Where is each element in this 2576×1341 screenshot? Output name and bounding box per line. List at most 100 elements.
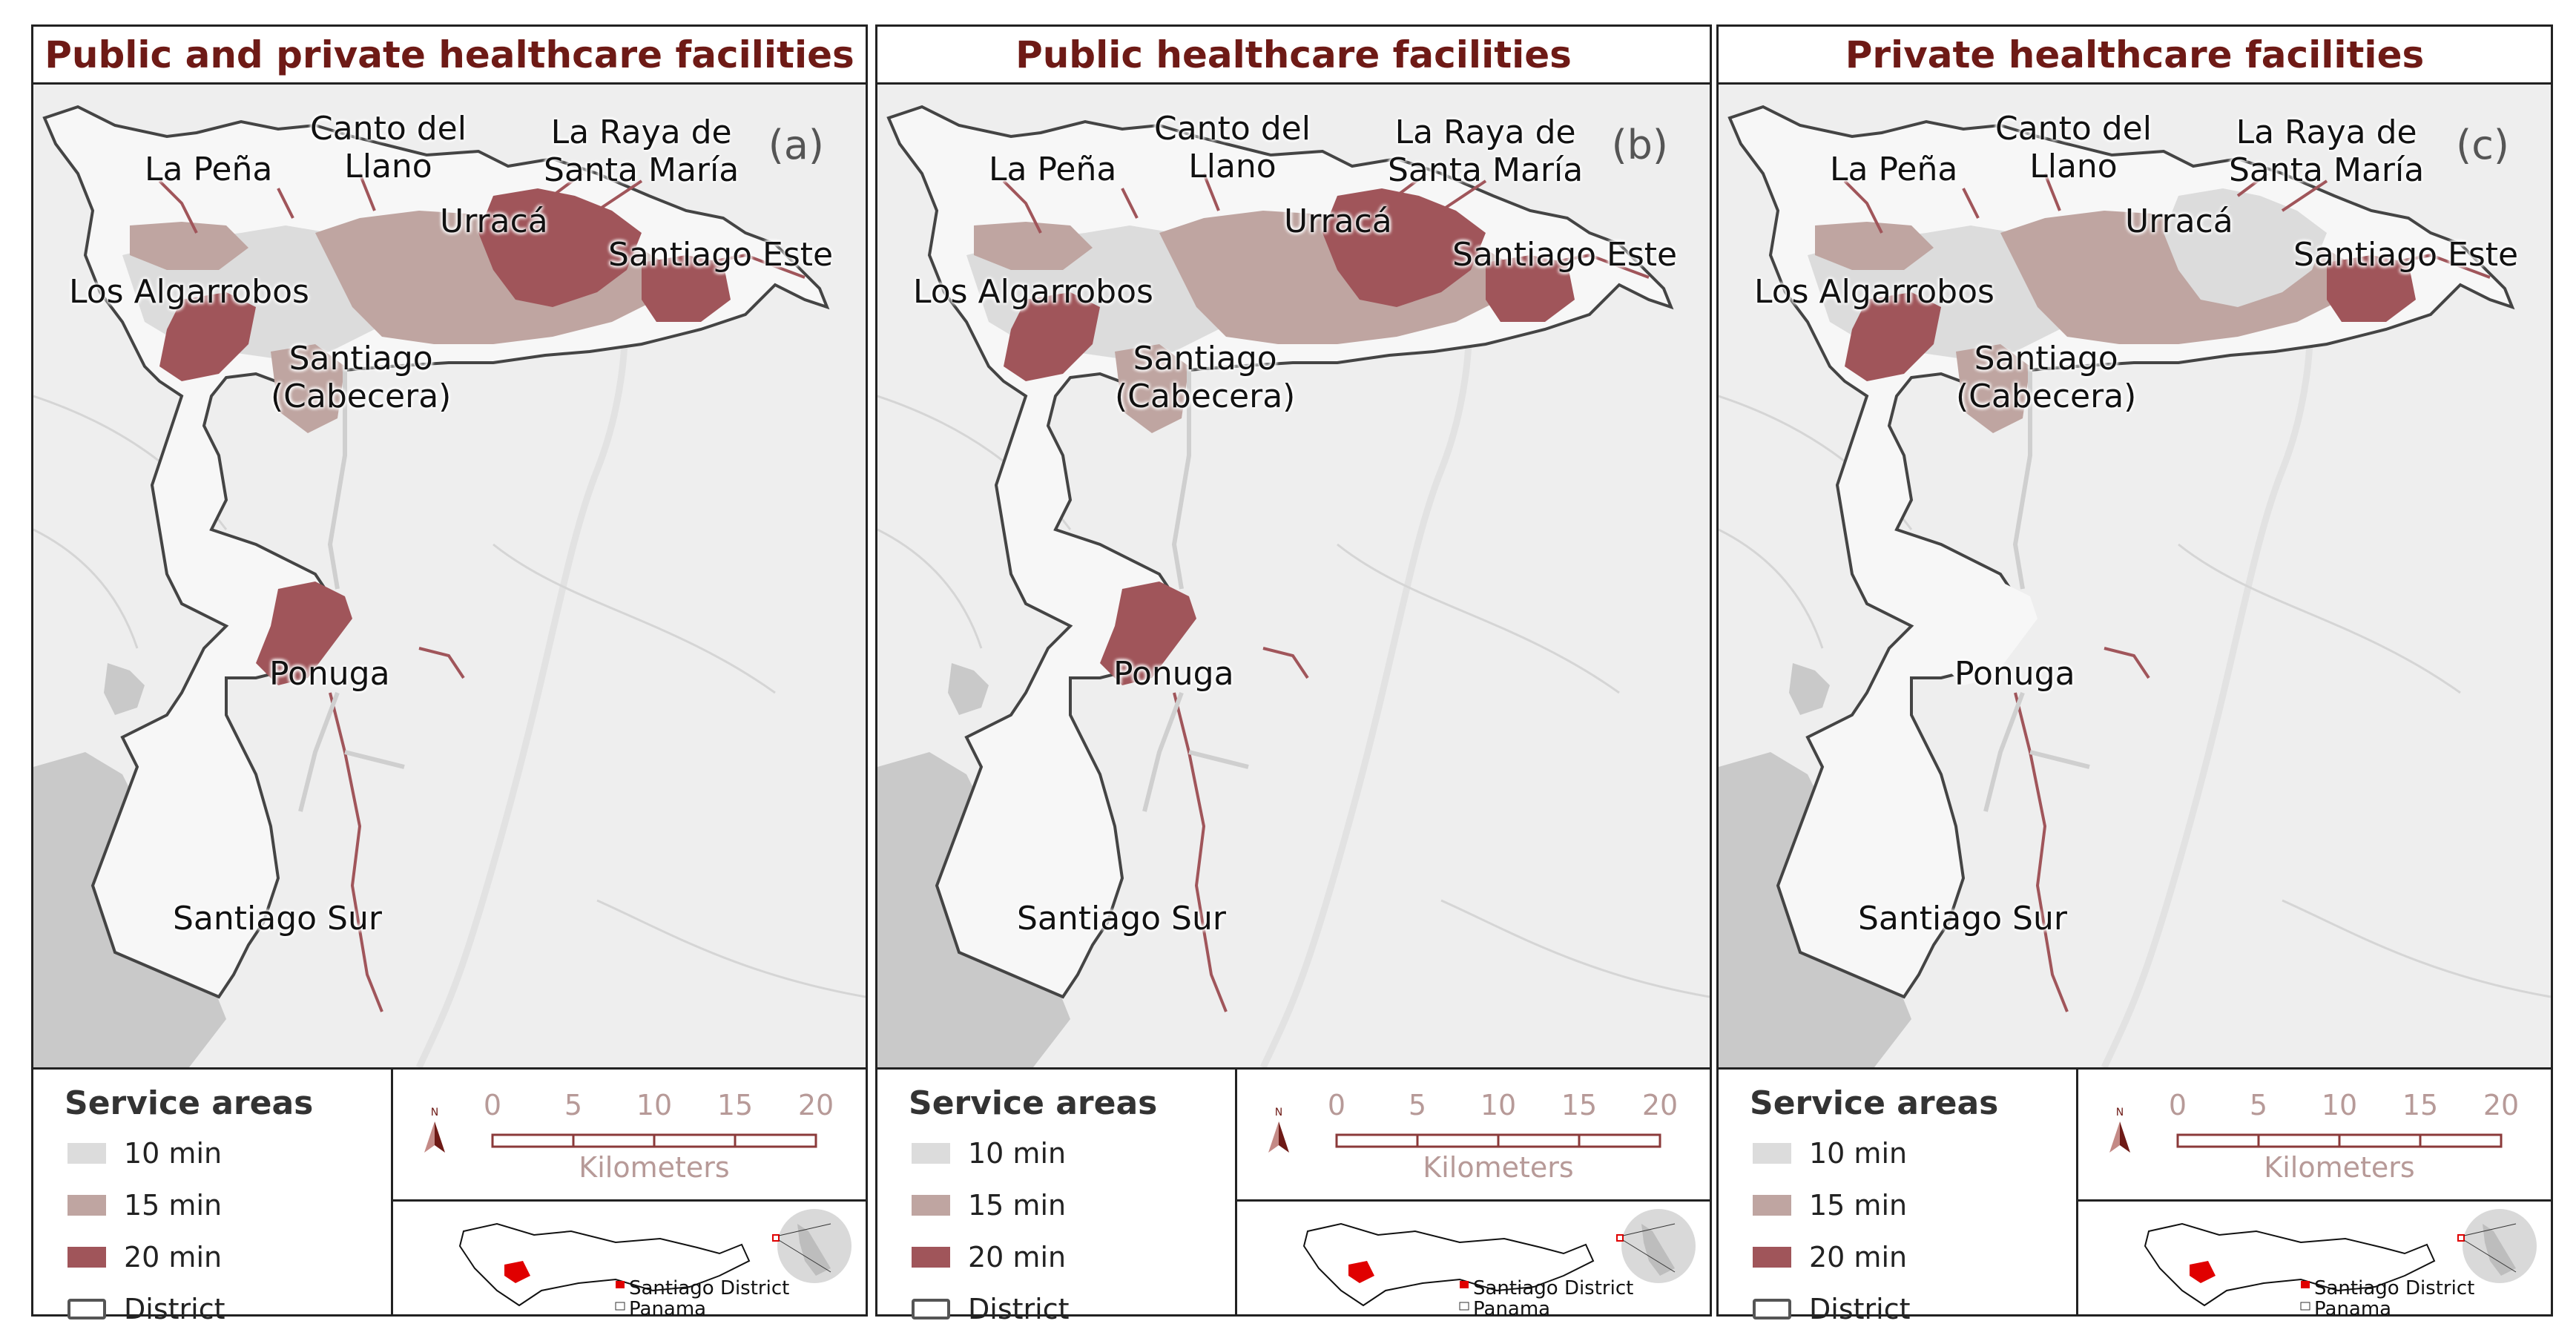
- zone-20min-este: [1486, 255, 1575, 322]
- scale-tick: 5: [2249, 1089, 2268, 1121]
- legend-item-district: District: [1753, 1291, 1911, 1328]
- scale-bar-box: N 0 5 10 15 20 Kilometers: [1237, 1070, 1710, 1202]
- label-la-pena: La Peña: [1830, 151, 1958, 188]
- river-line: [33, 395, 866, 998]
- zone-20min-ponuga: [256, 581, 352, 685]
- legend-swatch: [912, 1195, 950, 1216]
- zone-20min-urraca: [478, 188, 642, 307]
- zone-20min-algarrobos: [1004, 292, 1100, 381]
- zone-15min-west: [974, 222, 1093, 270]
- legend-label: 10 min: [968, 1137, 1067, 1170]
- north-arrow-icon: N: [424, 1107, 445, 1153]
- label-santiago-este: Santiago Este: [1452, 236, 1678, 274]
- legend-swatch: [1753, 1143, 1791, 1164]
- service-road: [158, 172, 806, 1012]
- label-santiago-cabecera: Santiago (Cabecera): [1115, 340, 1296, 415]
- legend-item-15min: 15 min: [67, 1187, 222, 1224]
- water-inlet: [1789, 663, 1830, 715]
- river-line: [877, 395, 1710, 998]
- label-canto-del-llano: Canto del Llano: [310, 110, 467, 185]
- river-line: [1719, 395, 2551, 998]
- panel-id: (a): [768, 122, 824, 168]
- scale-tick: 15: [2402, 1089, 2439, 1121]
- legend-item-10min: 10 min: [67, 1135, 222, 1172]
- service-road-grey: [1142, 366, 1249, 812]
- panel-title: Private healthcare facilities: [1719, 27, 2551, 85]
- label-urraca: Urracá: [440, 202, 548, 240]
- legend-swatch: [912, 1143, 950, 1164]
- scale-tick: 10: [636, 1089, 673, 1121]
- north-letter: N: [1275, 1107, 1282, 1118]
- map-panel-a: Public and private healthcare facilities: [31, 24, 868, 1325]
- map-canvas: [33, 105, 866, 1067]
- map-area: (b) Canto del Llano La Raya de Santa María…: [877, 85, 1710, 1070]
- water-inlet: [104, 663, 145, 715]
- label-canto-del-llano: Canto del Llano: [1154, 110, 1311, 185]
- scale-tick: 5: [1408, 1089, 1427, 1121]
- zone-20min-algarrobos: [1845, 292, 1941, 381]
- legend-swatch: [1753, 1247, 1791, 1268]
- legend-title: Service areas: [65, 1084, 314, 1122]
- legend-swatch: [67, 1247, 106, 1268]
- label-santiago-cabecera: Santiago (Cabecera): [271, 340, 452, 415]
- legend-swatch: [1753, 1299, 1791, 1319]
- scale-tick: 15: [1561, 1089, 1598, 1121]
- scale-bar-box: N 0 5 10 15 20 Kilometers: [2078, 1070, 2551, 1202]
- zone-20min-urraca: [2164, 188, 2327, 307]
- legend-item-15min: 15 min: [1753, 1187, 1907, 1224]
- label-santiago-este: Santiago Este: [2293, 236, 2519, 274]
- legend-label: 10 min: [1809, 1137, 1908, 1170]
- label-los-algarrobos: Los Algarrobos: [913, 273, 1153, 311]
- label-los-algarrobos: Los Algarrobos: [1754, 273, 1994, 311]
- legend-label: 15 min: [1809, 1189, 1908, 1222]
- scale-tick: 10: [2321, 1089, 2358, 1121]
- scale-bar: [1335, 1133, 1661, 1148]
- service-road: [1843, 172, 2491, 1012]
- panel-id: (b): [1611, 122, 1668, 168]
- legend-item-15min: 15 min: [912, 1187, 1066, 1224]
- service-area-legend: Service areas 10 min 15 min 20 min Distr…: [33, 1070, 393, 1325]
- service-road-grey: [1983, 366, 2090, 812]
- scale-unit: Kilometers: [2264, 1151, 2415, 1184]
- label-santiago-sur: Santiago Sur: [1017, 900, 1226, 938]
- legend-item-10min: 10 min: [912, 1135, 1066, 1172]
- zone-15min-south: [1956, 344, 2030, 433]
- scale-bar-box: N 0 5 10 15 20 Kilometers: [393, 1070, 866, 1202]
- label-urraca: Urracá: [1284, 202, 1392, 240]
- scale-tick: 5: [564, 1089, 583, 1121]
- service-area-legend: Service areas 10 min 15 min 20 min Distr…: [877, 1070, 1237, 1325]
- legend-item-20min: 20 min: [1753, 1239, 1907, 1276]
- north-arrow-icon: N: [2109, 1107, 2130, 1153]
- zone-20min-este: [2327, 255, 2416, 322]
- scale-tick: 20: [1641, 1089, 1679, 1121]
- legend-item-district: District: [67, 1291, 225, 1328]
- label-la-pena: La Peña: [145, 151, 273, 188]
- legend-swatch: [1753, 1195, 1791, 1216]
- label-ponuga: Ponuga: [269, 655, 390, 693]
- scale-unit: Kilometers: [579, 1151, 730, 1184]
- legend-label: District: [124, 1293, 225, 1325]
- zone-20min-este: [642, 255, 731, 322]
- inset-district-label: Santiago District: [629, 1277, 790, 1299]
- scale-tick: 15: [717, 1089, 754, 1121]
- scale-bar: [2176, 1133, 2503, 1148]
- zone-20min-urraca: [1322, 188, 1486, 307]
- locator-map: [2144, 1209, 2537, 1311]
- zone-15min-south: [271, 344, 345, 433]
- map-area: (c) Canto del Llano La Raya de Santa María…: [1719, 85, 2551, 1070]
- legend-label: 10 min: [124, 1137, 223, 1170]
- scale-tick: 0: [2168, 1089, 2187, 1121]
- label-santiago-sur: Santiago Sur: [173, 900, 382, 938]
- service-road-grey: [298, 366, 405, 812]
- legend-swatch: [67, 1195, 106, 1216]
- zone-15min-west: [1815, 222, 1934, 270]
- north-letter: N: [431, 1107, 438, 1118]
- inset-country-label: Panama: [1473, 1298, 1551, 1320]
- zone-20min-ponuga: [1941, 581, 2038, 685]
- label-urraca: Urracá: [2125, 202, 2233, 240]
- legend-item-10min: 10 min: [1753, 1135, 1907, 1172]
- legend-item-20min: 20 min: [912, 1239, 1066, 1276]
- zone-15min-west: [130, 222, 248, 270]
- legend-label: District: [968, 1293, 1070, 1325]
- scale-tick: 0: [1327, 1089, 1346, 1121]
